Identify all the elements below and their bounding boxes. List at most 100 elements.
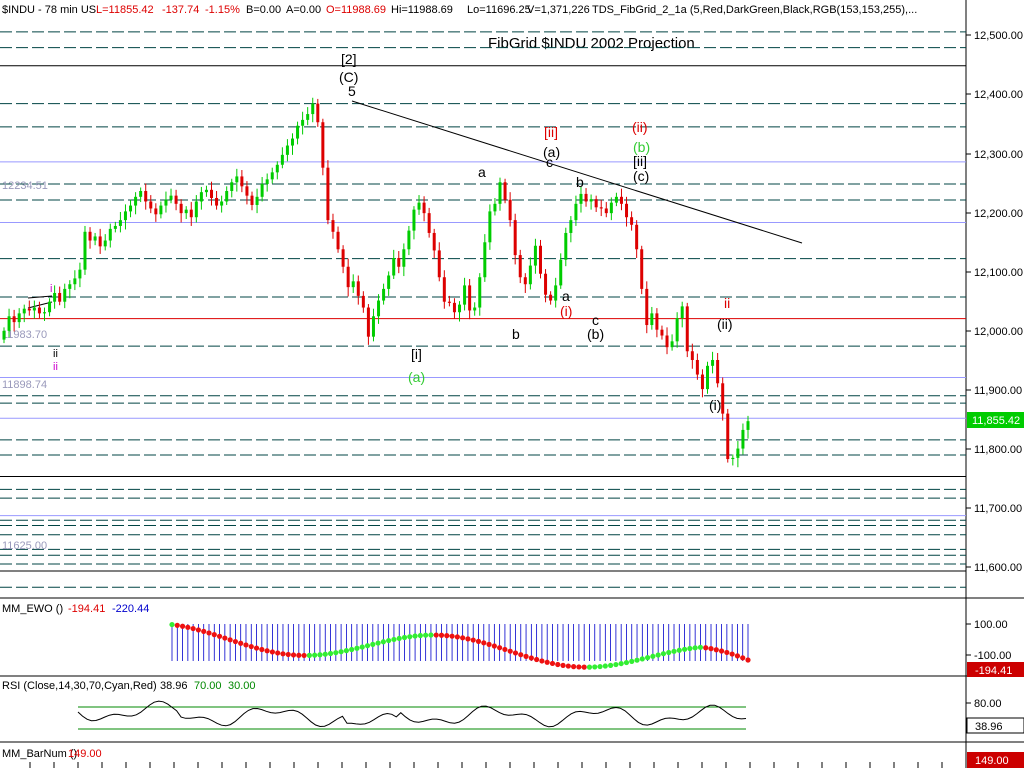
price-bar [670,334,674,351]
price-bar-body [538,245,542,274]
price-bar [78,262,82,288]
current-price-label: 11,855.42 [972,415,1020,427]
ewo-dot [375,640,381,646]
price-bar [321,118,325,176]
ewo-dot [740,655,746,661]
ewo-dot [481,640,487,646]
header-high: Hi=11988.69 [391,4,453,16]
price-bar-body [397,258,401,267]
price-bar [716,352,720,388]
price-bar-body [695,359,699,375]
ewo-dot [724,649,730,656]
ewo-value-2: -220.44 [112,603,149,615]
price-bar-body [341,249,345,267]
price-tick: 11,600.00 [966,562,1022,574]
ewo-dot [729,651,735,657]
price-bar [407,225,411,256]
price-bar [478,273,482,316]
wave-label-ii-magenta-small: ii [53,361,58,373]
price-bar [635,220,639,259]
ewo-dot [734,653,741,659]
price-bar-body [655,313,659,330]
price-bar [159,201,163,219]
price-bar-body [63,288,67,302]
ewo-dot [703,645,709,651]
price-bar-body [685,306,689,352]
header-indicator: TDS_FibGrid_2_1a (5,Red,DarkGreen,Black,… [592,4,917,16]
price-bar-body [32,307,36,311]
price-bar [53,285,57,309]
ewo-dot [512,650,519,656]
price-bar [129,199,133,218]
price-bar [37,301,41,319]
price-bar [22,304,26,323]
ewo-dot [560,662,566,668]
price-bar [174,189,178,211]
ewo-dot [195,627,202,633]
ewo-dot [687,645,693,652]
price-bar [377,294,381,324]
wave-label-i-red-paren: (i) [560,303,572,319]
ewo-dot [327,650,334,657]
wave-label-a-paren: (a) [543,144,560,160]
price-bar [12,309,16,332]
ewo-dot [444,633,450,639]
price-bar [437,242,441,282]
price-bar-body [164,199,168,206]
wave-label-b-paren: (b) [587,326,604,342]
price-bar-body [493,203,497,212]
price-bar-body [93,236,97,241]
price-bar [538,239,542,279]
price-bar [2,327,6,344]
price-bar-body [442,277,446,302]
price-bar [301,111,305,135]
price-tick: 12,100.00 [966,267,1023,279]
price-bar-body [675,318,679,342]
ewo-dot [623,659,630,666]
price-bar [220,195,224,213]
ewo-dot [349,646,355,653]
price-bar-body [240,176,244,187]
ewo-dot [465,636,471,642]
price-bar [98,228,102,254]
price-bar-body [58,292,62,302]
price-bar-body [584,193,588,202]
price-bar-body [306,114,310,120]
price-bar [169,188,173,204]
price-bar [625,196,629,227]
price-bar-body [554,285,558,301]
price-bar-body [422,202,426,214]
barnum-badge [967,752,1024,768]
price-bar-body [619,196,623,204]
price-tick: 11,900.00 [966,385,1022,397]
price-bar [594,195,598,212]
price-bar-body [351,281,355,288]
price-bar [123,204,127,230]
price-bar [113,221,117,233]
ewo-dot [211,632,217,638]
ewo-histogram [171,624,749,661]
wave-label-a-upper: a [478,164,486,180]
price-bar-body [503,182,507,200]
price-bar [154,203,158,222]
wave-label-C: (C) [339,69,358,85]
ewo-dot [650,653,656,659]
price-bar-body [599,207,603,209]
price-bar [528,257,532,290]
price-bar-body [260,184,264,197]
price-bar [361,291,365,313]
price-bar-body [741,429,745,449]
price-bar [63,283,67,309]
price-bar [700,369,704,398]
ewo-dot [518,652,524,658]
price-bar-body [589,199,593,202]
price-bar [483,234,487,282]
price-bar [503,178,507,204]
price-bar [392,249,396,279]
price-tick: 12,200.00 [966,208,1023,220]
price-bar-body [194,201,198,218]
ewo-dot [507,648,513,654]
price-bar [559,253,563,289]
barnum-badge-label: 149.00 [975,755,1009,767]
